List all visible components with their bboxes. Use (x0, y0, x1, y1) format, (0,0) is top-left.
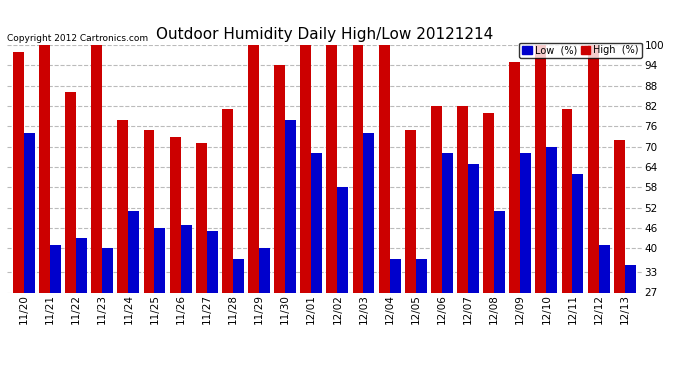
Bar (562, 110, 573, 375)
Bar (65, 93, 76, 375)
Bar (509, 62, 520, 375)
Bar (274, 65, 285, 375)
Text: Copyright 2012 Cartronics.com: Copyright 2012 Cartronics.com (7, 33, 148, 42)
Bar (326, 45, 337, 375)
Bar (233, 259, 244, 375)
Bar (353, 45, 364, 375)
Bar (24, 133, 35, 375)
Bar (155, 228, 166, 375)
Legend: Low  (%), High  (%): Low (%), High (%) (519, 42, 642, 58)
Bar (76, 238, 87, 375)
Bar (248, 45, 259, 375)
Bar (337, 188, 348, 375)
Bar (390, 259, 401, 375)
Bar (117, 120, 128, 375)
Bar (431, 106, 442, 375)
Bar (207, 231, 218, 375)
Bar (285, 120, 296, 375)
Bar (520, 153, 531, 375)
Bar (483, 113, 494, 375)
Bar (170, 136, 181, 375)
Bar (102, 248, 113, 375)
Bar (624, 266, 635, 375)
Bar (364, 133, 375, 375)
Bar (379, 45, 390, 375)
Bar (128, 211, 139, 375)
Bar (613, 140, 624, 375)
Bar (50, 245, 61, 375)
Bar (39, 45, 50, 375)
Bar (442, 153, 453, 375)
Bar (13, 52, 24, 375)
Bar (535, 45, 546, 375)
Bar (494, 211, 505, 375)
Bar (457, 106, 468, 375)
Bar (144, 130, 155, 375)
Bar (311, 153, 322, 375)
Title: Outdoor Humidity Daily High/Low 20121214: Outdoor Humidity Daily High/Low 20121214 (156, 27, 493, 42)
Bar (222, 110, 233, 375)
Bar (468, 164, 479, 375)
Bar (259, 248, 270, 375)
Bar (196, 143, 207, 375)
Bar (405, 130, 416, 375)
Bar (588, 45, 599, 375)
Bar (300, 45, 311, 375)
Bar (599, 245, 609, 375)
Bar (573, 174, 584, 375)
Bar (416, 259, 426, 375)
Bar (546, 147, 558, 375)
Bar (181, 225, 192, 375)
Bar (91, 45, 102, 375)
